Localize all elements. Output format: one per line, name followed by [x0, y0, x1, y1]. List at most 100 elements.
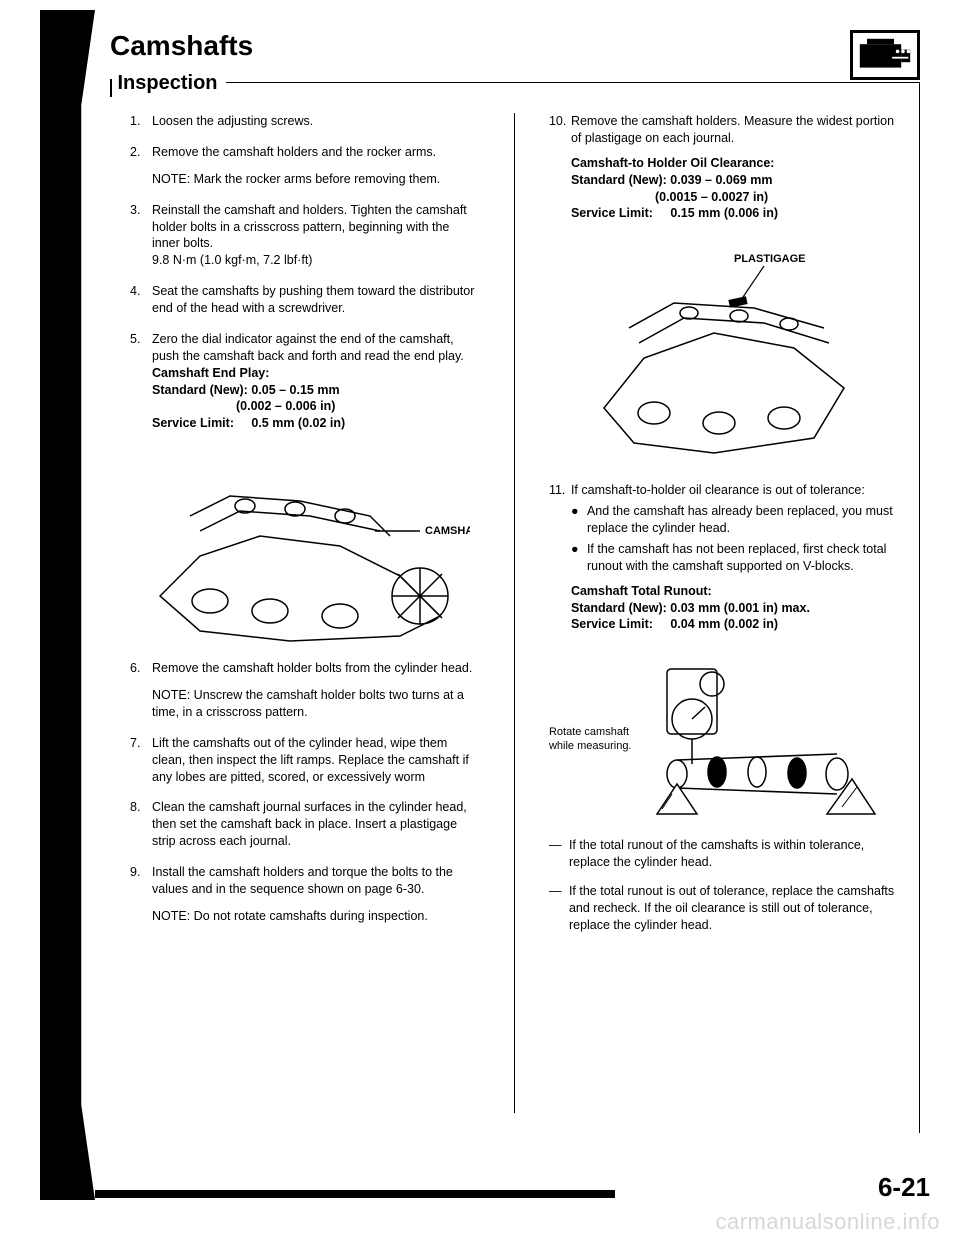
page-title: Camshafts	[110, 30, 253, 62]
step-text: Remove the camshaft holders. Measure the…	[571, 113, 899, 147]
step-number: 1.	[130, 113, 152, 130]
spec-value2: (0.0015 – 0.0027 in)	[655, 189, 899, 206]
left-steps: 1. Loosen the adjusting screws. 2. Remov…	[130, 113, 480, 432]
header-row: Camshafts	[110, 30, 920, 80]
step-body: If camshaft-to-holder oil clearance is o…	[571, 482, 899, 645]
step-body: Remove the camshaft holder bolts from th…	[152, 660, 480, 721]
step-11: 11. If camshaft-to-holder oil clearance …	[549, 482, 899, 645]
spec-title: Camshaft End Play:	[152, 365, 480, 382]
bullet-list: ●And the camshaft has already been repla…	[571, 503, 899, 575]
spec-value: 0.04 mm (0.002 in)	[670, 617, 778, 631]
step-number: 3.	[130, 202, 152, 270]
spec-value: 0.03 mm (0.001 in) max.	[670, 601, 810, 615]
step-1: 1. Loosen the adjusting screws.	[130, 113, 480, 130]
step-text: Remove the camshaft holders and the rock…	[152, 144, 480, 161]
step-body: Remove the camshaft holders and the rock…	[152, 144, 480, 188]
page: Camshafts Inspection	[40, 10, 920, 1200]
step-5: 5. Zero the dial indicator against the e…	[130, 331, 480, 432]
bullet-text: And the camshaft has already been replac…	[587, 503, 899, 537]
bullet-item: ●And the camshaft has already been repla…	[571, 503, 899, 537]
step-number: 11.	[549, 482, 571, 645]
step-body: Remove the camshaft holders. Measure the…	[571, 113, 899, 234]
spec-value2: (0.002 – 0.006 in)	[236, 398, 480, 415]
figure-plastigage: PLASTIGAGE	[549, 248, 899, 468]
step-2: 2. Remove the camshaft holders and the r…	[130, 144, 480, 188]
brand-logo	[850, 30, 920, 80]
step-body: Zero the dial indicator against the end …	[152, 331, 480, 432]
engine-icon	[858, 37, 912, 73]
spec-line: Service Limit: 0.04 mm (0.002 in)	[571, 616, 899, 633]
dash-list: —If the total runout of the camshafts is…	[549, 837, 899, 933]
section-label: Inspection	[118, 72, 218, 95]
left-steps-cont: 6. Remove the camshaft holder bolts from…	[130, 660, 480, 925]
step-note: NOTE: Unscrew the camshaft holder bolts …	[152, 687, 480, 721]
spec-line: Service Limit: 0.15 mm (0.006 in)	[571, 205, 899, 222]
step-text: Install the camshaft holders and torque …	[152, 864, 480, 898]
spec-label: Standard (New):	[152, 383, 248, 397]
dash-item: —If the total runout of the camshafts is…	[549, 837, 899, 871]
step-text: If camshaft-to-holder oil clearance is o…	[571, 482, 899, 499]
spec-label: Service Limit:	[152, 416, 234, 430]
spec-block: Camshaft Total Runout: Standard (New): 0…	[571, 583, 899, 634]
step-7: 7. Lift the camshafts out of the cylinde…	[130, 735, 480, 786]
columns: 1. Loosen the adjusting screws. 2. Remov…	[130, 113, 899, 1113]
spec-line: Standard (New): 0.039 – 0.069 mm	[571, 172, 899, 189]
step-3: 3. Reinstall the camshaft and holders. T…	[130, 202, 480, 270]
watermark: carmanualsonline.info	[715, 1209, 940, 1235]
step-number: 5.	[130, 331, 152, 432]
dash-text: If the total runout is out of tolerance,…	[569, 883, 899, 934]
step-note: NOTE: Do not rotate camshafts during ins…	[152, 908, 480, 925]
bullet-item: ●If the camshaft has not been replaced, …	[571, 541, 899, 575]
left-column: 1. Loosen the adjusting screws. 2. Remov…	[130, 113, 480, 1113]
spec-block: Camshaft-to Holder Oil Clearance: Standa…	[571, 155, 899, 223]
step-8: 8. Clean the camshaft journal surfaces i…	[130, 799, 480, 850]
bottom-rule	[95, 1190, 615, 1198]
spec-line: Service Limit: 0.5 mm (0.02 in)	[152, 415, 480, 432]
spec-value: 0.05 – 0.15 mm	[251, 383, 339, 397]
figure-runout	[647, 659, 877, 819]
step-text: Reinstall the camshaft and holders. Tigh…	[152, 202, 480, 270]
step-text: Lift the camshafts out of the cylinder h…	[152, 735, 480, 786]
right-steps-cont: 11. If camshaft-to-holder oil clearance …	[549, 482, 899, 645]
spec-label: Service Limit:	[571, 617, 653, 631]
step-text: Zero the dial indicator against the end …	[152, 331, 480, 365]
figure-caption: Rotate camshaft while measuring.	[549, 725, 639, 754]
step-number: 9.	[130, 864, 152, 925]
step-number: 2.	[130, 144, 152, 188]
step-text: Remove the camshaft holder bolts from th…	[152, 660, 480, 677]
dash-text: If the total runout of the camshafts is …	[569, 837, 899, 871]
step-number: 4.	[130, 283, 152, 317]
step-10: 10. Remove the camshaft holders. Measure…	[549, 113, 899, 234]
section-tick	[110, 79, 112, 97]
step-6: 6. Remove the camshaft holder bolts from…	[130, 660, 480, 721]
figure-camshafts: CAMSHAFTS	[130, 446, 480, 646]
spec-title: Camshaft Total Runout:	[571, 583, 899, 600]
figure-label: CAMSHAFTS	[425, 525, 470, 537]
step-number: 8.	[130, 799, 152, 850]
spec-line: Standard (New): 0.03 mm (0.001 in) max.	[571, 600, 899, 617]
section-box: Inspection 1. Loosen the adjusting screw…	[110, 82, 920, 1133]
step-text: Clean the camshaft journal surfaces in t…	[152, 799, 480, 850]
page-number: 6-21	[878, 1172, 930, 1203]
spec-value: 0.5 mm (0.02 in)	[251, 416, 345, 430]
step-number: 6.	[130, 660, 152, 721]
step-text: Seat the camshafts by pushing them towar…	[152, 283, 480, 317]
figure-runout-row: Rotate camshaft while measuring.	[549, 659, 899, 819]
spec-title: Camshaft-to Holder Oil Clearance:	[571, 155, 899, 172]
bullet-text: If the camshaft has not been replaced, f…	[587, 541, 899, 575]
step-9: 9. Install the camshaft holders and torq…	[130, 864, 480, 925]
step-body: Install the camshaft holders and torque …	[152, 864, 480, 925]
spec-label: Standard (New):	[571, 173, 667, 187]
step-4: 4. Seat the camshafts by pushing them to…	[130, 283, 480, 317]
spec-label: Service Limit:	[571, 206, 653, 220]
content-area: Camshafts Inspection	[110, 30, 920, 1133]
spec-line: Standard (New): 0.05 – 0.15 mm	[152, 382, 480, 399]
right-column: 10. Remove the camshaft holders. Measure…	[549, 113, 899, 1113]
column-divider	[514, 113, 515, 1113]
spec-value: 0.15 mm (0.006 in)	[670, 206, 778, 220]
spec-label: Standard (New):	[571, 601, 667, 615]
binding-edge	[40, 10, 95, 1200]
step-number: 10.	[549, 113, 571, 234]
figure-label: PLASTIGAGE	[734, 253, 806, 265]
dash-item: —If the total runout is out of tolerance…	[549, 883, 899, 934]
